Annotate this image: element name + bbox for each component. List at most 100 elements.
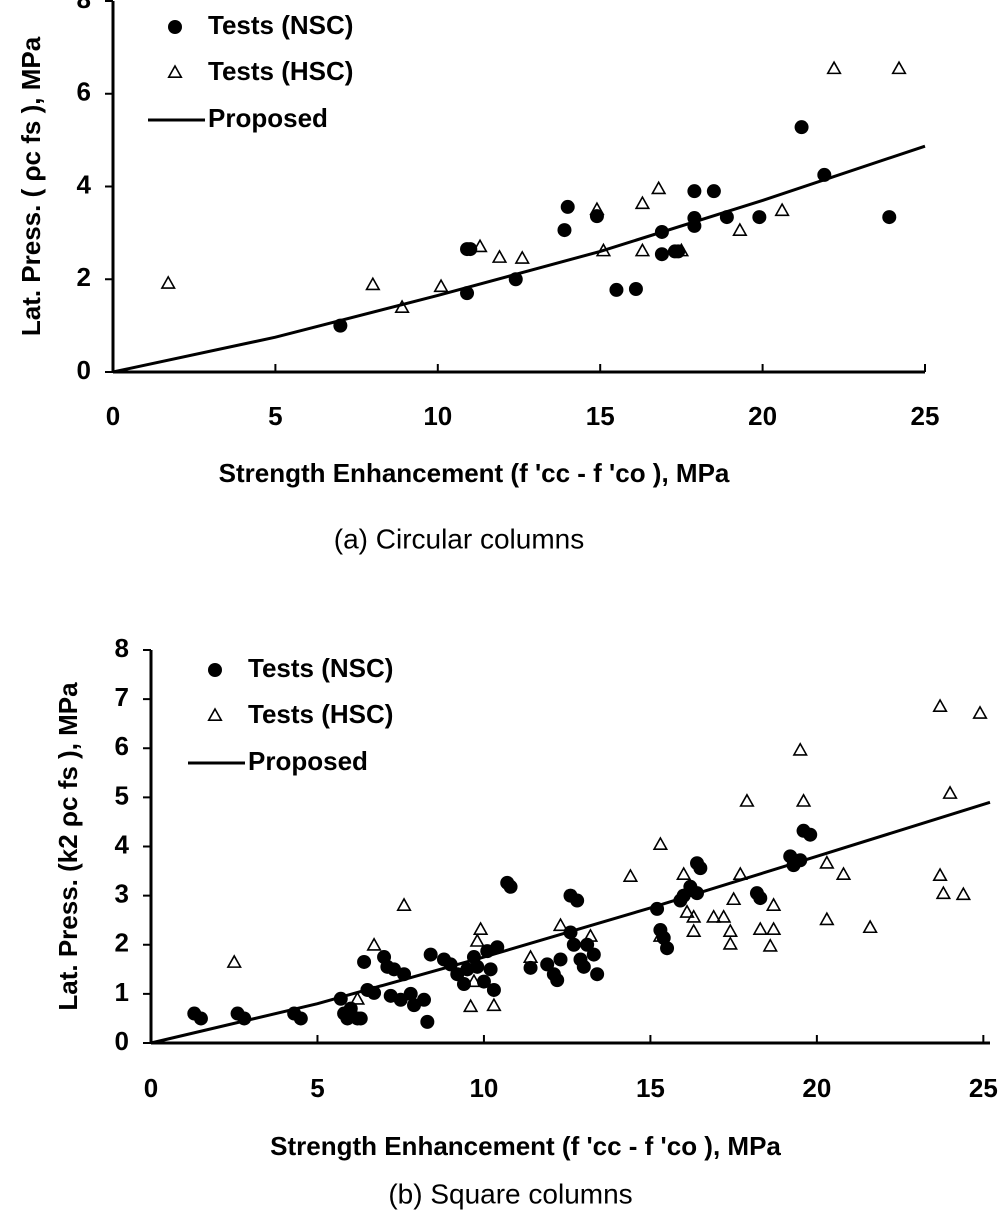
nsc-point <box>486 982 501 997</box>
nsc-point <box>609 282 624 297</box>
y-tick-label: 7 <box>115 682 129 712</box>
nsc-point <box>540 957 555 972</box>
hsc-point <box>226 954 242 968</box>
legend-marker <box>208 663 222 677</box>
legend-label: Tests (HSC) <box>208 56 353 86</box>
x-tick-label: 15 <box>586 401 615 431</box>
nsc-point <box>560 199 575 214</box>
hsc-point <box>819 855 835 869</box>
y-tick-label: 2 <box>77 262 91 292</box>
hsc-point <box>486 997 502 1012</box>
y-tick-label: 4 <box>115 829 130 859</box>
hsc-point <box>686 923 702 937</box>
y-tick-label: 6 <box>77 77 91 107</box>
nsc-point <box>503 879 518 894</box>
nsc-point <box>628 281 643 296</box>
hsc-point <box>552 917 569 932</box>
nsc-point <box>586 947 601 962</box>
hsc-point <box>160 275 176 289</box>
hsc-point <box>739 793 755 807</box>
nsc-point <box>570 893 585 908</box>
hsc-point <box>462 998 479 1013</box>
legend-label: Proposed <box>248 746 368 776</box>
hsc-point <box>705 909 722 923</box>
hsc-point <box>522 949 539 964</box>
hsc-point <box>349 991 366 1005</box>
hsc-point <box>686 909 702 923</box>
hsc-point <box>935 885 952 900</box>
y-tick-label: 1 <box>115 977 129 1007</box>
hsc-point <box>722 923 738 937</box>
hsc-point <box>679 904 695 918</box>
y-tick-label: 3 <box>115 879 129 909</box>
hsc-point <box>891 60 907 75</box>
hsc-point <box>365 276 381 291</box>
hsc-point <box>652 836 669 851</box>
hsc-point <box>862 919 878 934</box>
hsc-point <box>765 897 782 911</box>
nsc-point <box>794 120 809 135</box>
hsc-point <box>589 201 605 216</box>
y-axis-label: Lat. Press. (k2 ρc fs ), MPa <box>53 682 83 1011</box>
hsc-point <box>472 921 489 936</box>
nsc-point <box>417 992 432 1007</box>
nsc-point <box>523 960 538 975</box>
nsc-point <box>423 947 438 962</box>
hsc-point <box>622 868 639 882</box>
hsc-point <box>792 742 808 756</box>
nsc-point <box>687 184 702 199</box>
x-tick-label: 25 <box>969 1073 998 1103</box>
nsc-point <box>590 967 605 982</box>
nsc-point <box>803 827 818 842</box>
hsc-point <box>752 921 768 936</box>
nsc-point <box>403 986 418 1001</box>
hsc-point <box>514 250 530 264</box>
nsc-point <box>589 209 604 224</box>
y-tick-label: 4 <box>77 169 92 199</box>
x-tick-label: 5 <box>310 1073 324 1103</box>
proposed-line <box>150 800 991 1045</box>
x-tick-label: 15 <box>636 1073 665 1103</box>
x-tick-label: 20 <box>748 401 777 431</box>
x-tick-label: 5 <box>268 401 282 431</box>
nsc-point <box>470 959 485 974</box>
hsc-point <box>433 278 449 293</box>
hsc-point <box>765 921 782 936</box>
hsc-point <box>491 249 508 263</box>
hsc-point <box>762 938 778 952</box>
nsc-point <box>566 937 581 952</box>
hsc-point <box>819 911 835 926</box>
x-tick-label: 0 <box>106 401 120 431</box>
hsc-point <box>582 928 599 942</box>
hsc-point <box>722 936 738 950</box>
nsc-point <box>483 962 498 977</box>
nsc-point <box>553 952 568 967</box>
legend-marker <box>168 20 182 34</box>
nsc-point <box>550 973 565 988</box>
y-tick-label: 6 <box>115 731 129 761</box>
x-tick-label: 20 <box>802 1073 831 1103</box>
x-axis-label: Strength Enhancement (f 'cc - f 'co ), M… <box>270 1131 781 1161</box>
hsc-point <box>634 195 651 210</box>
hsc-point <box>826 60 842 75</box>
hsc-point <box>469 933 485 947</box>
hsc-point <box>366 937 382 951</box>
hsc-point <box>634 242 651 257</box>
nsc-point <box>557 223 572 238</box>
hsc-point <box>732 222 748 237</box>
nsc-point <box>193 1011 208 1026</box>
nsc-point <box>706 184 721 199</box>
legend-label: Tests (HSC) <box>248 699 393 729</box>
nsc-point <box>576 959 591 974</box>
hsc-point <box>472 238 488 253</box>
chart: 0 1 2 3 4 5 6 7 8 0 5 10 15 20 25 Strength Enhancement … <box>53 633 998 1210</box>
x-tick-label: 0 <box>144 1073 158 1103</box>
nsc-point <box>752 210 767 225</box>
legend-label: Proposed <box>208 103 328 133</box>
legend-label: Tests (NSC) <box>248 653 393 683</box>
proposed-line <box>112 144 926 374</box>
nsc-point <box>357 954 372 969</box>
hsc-point <box>972 705 988 719</box>
